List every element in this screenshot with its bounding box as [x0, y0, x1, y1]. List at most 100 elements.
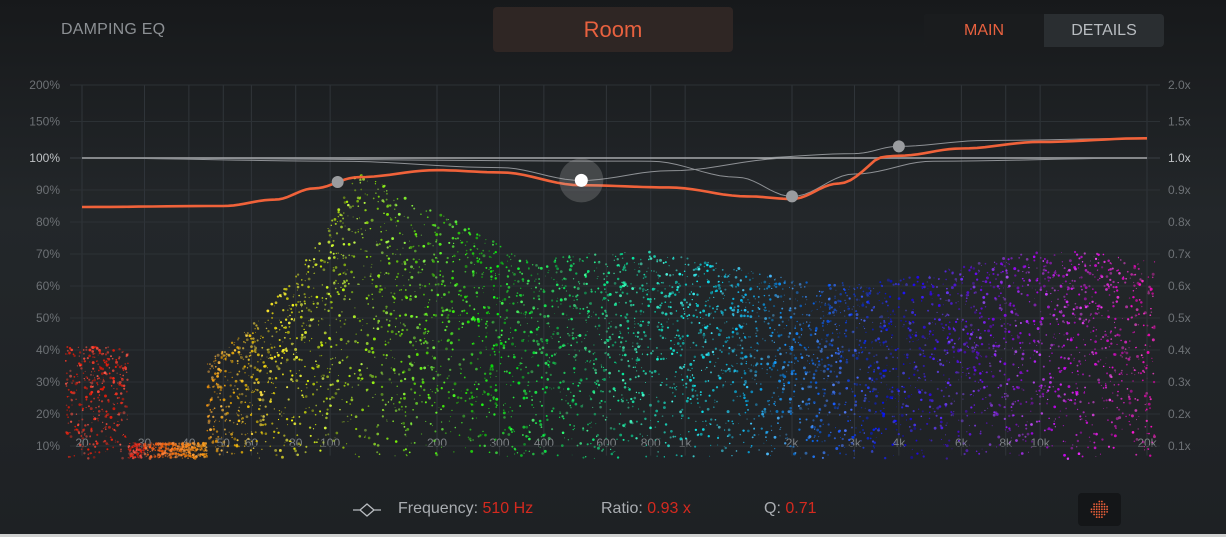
particle	[1105, 288, 1108, 291]
particle	[431, 273, 434, 276]
particle	[556, 454, 559, 457]
particle	[446, 316, 450, 319]
particle	[448, 241, 451, 244]
particle	[559, 412, 562, 415]
tab-main[interactable]: MAIN	[924, 14, 1044, 47]
particle	[685, 399, 689, 403]
particle	[622, 438, 625, 441]
particle	[779, 428, 781, 430]
particle	[217, 435, 220, 438]
particle	[995, 341, 997, 344]
particle	[485, 239, 487, 241]
particle	[136, 443, 139, 446]
particle	[614, 451, 616, 452]
particle	[1128, 347, 1130, 349]
particle	[462, 299, 465, 302]
particle	[860, 389, 864, 393]
particle	[744, 411, 747, 414]
particle	[929, 336, 931, 338]
damping-eq-title: DAMPING EQ	[61, 21, 166, 38]
particle	[314, 263, 318, 267]
particle	[280, 294, 282, 296]
particle	[1059, 383, 1062, 386]
particle	[553, 331, 555, 333]
particle	[584, 368, 587, 371]
tab-details[interactable]: DETAILS	[1071, 21, 1137, 39]
particle	[965, 320, 968, 323]
particle	[1003, 362, 1007, 366]
particle	[1023, 279, 1025, 282]
particle	[100, 379, 102, 381]
particle	[226, 405, 228, 407]
particle	[836, 347, 840, 350]
particle	[986, 385, 989, 388]
particle	[624, 316, 628, 320]
particle	[1101, 397, 1103, 399]
y-right-tick: 1.5x	[1168, 115, 1191, 129]
particle	[231, 436, 233, 439]
particle	[885, 356, 888, 360]
particle	[750, 445, 753, 447]
particle	[276, 365, 279, 368]
particle	[933, 426, 937, 430]
particle	[598, 402, 601, 405]
particle	[549, 387, 551, 389]
particle	[721, 351, 723, 353]
particle	[271, 316, 274, 319]
particle	[550, 299, 554, 302]
particle	[827, 423, 830, 426]
particle	[634, 376, 637, 379]
particle	[928, 417, 931, 420]
particle	[545, 371, 548, 374]
particle	[607, 353, 610, 356]
particle	[1151, 272, 1155, 276]
particle	[370, 218, 374, 222]
particle	[107, 400, 110, 403]
particle	[314, 423, 317, 426]
preset-selector[interactable]: Room	[493, 7, 733, 52]
particle	[568, 353, 570, 355]
particle	[409, 297, 412, 301]
eq-graph[interactable]: 2030405060801002003004006008001k2k3k4k6k…	[0, 60, 1226, 485]
particle	[71, 382, 73, 384]
particle	[1023, 350, 1025, 352]
particle	[347, 420, 349, 422]
particle	[1062, 344, 1065, 347]
particle	[206, 429, 209, 432]
particle	[826, 334, 829, 337]
particle	[285, 438, 289, 442]
particle	[472, 274, 475, 277]
particle	[723, 429, 726, 431]
particle	[795, 332, 799, 336]
particle	[1089, 440, 1091, 442]
particle	[348, 298, 351, 301]
particle	[207, 419, 211, 423]
particle	[252, 374, 254, 376]
particle	[820, 358, 823, 361]
particle	[714, 365, 716, 367]
particle	[377, 322, 379, 324]
particle	[209, 367, 212, 370]
particle	[885, 428, 887, 430]
particle	[138, 456, 140, 459]
particle	[308, 340, 310, 342]
particle	[421, 285, 423, 287]
particle	[1097, 278, 1099, 281]
particle	[764, 317, 768, 320]
particle	[1126, 373, 1128, 376]
particle	[293, 415, 295, 417]
particle	[1152, 360, 1154, 362]
particle	[401, 263, 403, 265]
particle	[149, 443, 152, 447]
particle	[957, 434, 960, 437]
particle	[806, 314, 808, 316]
particle	[742, 296, 745, 299]
particle	[425, 351, 429, 355]
particle	[182, 452, 185, 456]
particle	[1126, 318, 1130, 321]
particle	[1066, 457, 1070, 460]
particle	[569, 424, 571, 426]
particle	[448, 397, 450, 399]
particle	[761, 410, 764, 413]
particle	[77, 375, 79, 377]
